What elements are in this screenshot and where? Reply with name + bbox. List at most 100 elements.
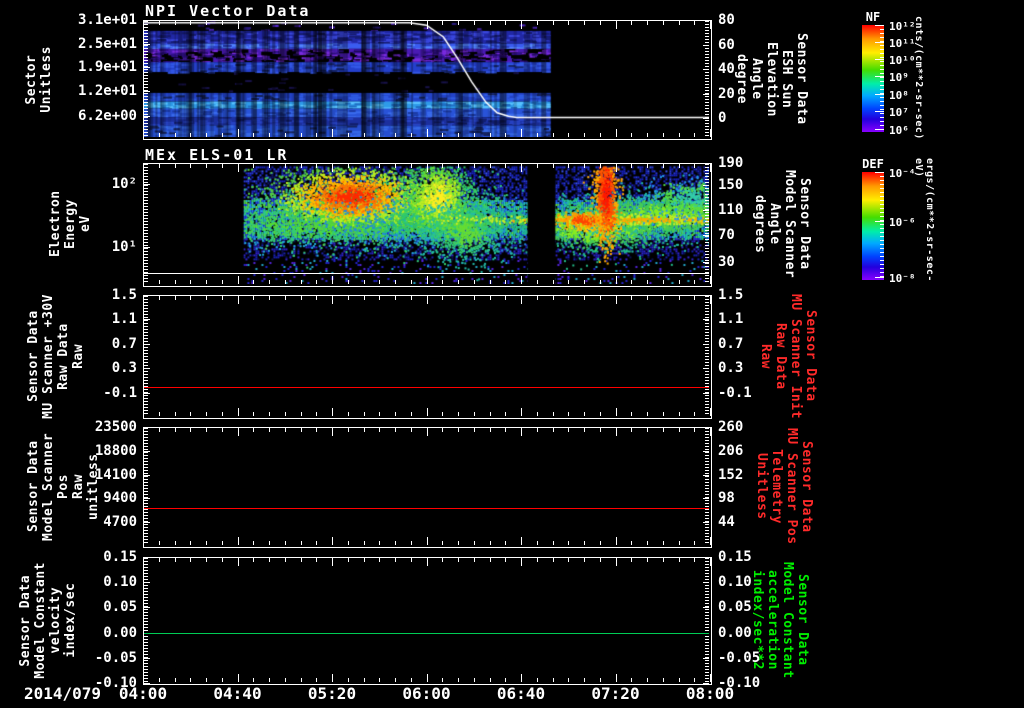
x-tick <box>426 296 428 304</box>
x-tick <box>568 280 570 284</box>
x-tick <box>332 21 333 29</box>
tick-label: 1.1 <box>111 311 137 328</box>
tick-label: 0.3 <box>718 360 744 377</box>
x-tick <box>237 296 239 304</box>
x-tick <box>332 276 333 284</box>
x-tick <box>489 428 491 432</box>
axis-label-text: Sensor Data Model Scanner Angle degrees <box>752 169 812 279</box>
tick-label: 14100 <box>94 466 137 483</box>
x-tick <box>584 412 585 416</box>
x-tick <box>568 541 570 545</box>
x-tick <box>300 678 302 682</box>
x-tick <box>363 296 365 300</box>
colorbar <box>862 172 884 280</box>
x-tick-label: 08:00 <box>685 684 735 703</box>
colorbar-tick <box>875 93 884 95</box>
colorbar-nf-units: cnts/(cm**2-sr-sec) <box>913 12 924 144</box>
y-tick <box>703 185 709 186</box>
x-tick <box>379 21 381 25</box>
x-tick <box>710 276 711 284</box>
x-tick <box>505 296 507 300</box>
x-tick <box>442 678 444 682</box>
x-tick <box>253 164 255 168</box>
x-tick <box>489 558 491 562</box>
y-tick <box>144 20 150 21</box>
panel3-right-axis-label: Sensor Data MU Scanner Init Raw Data Raw <box>758 289 818 423</box>
y-tick <box>144 43 150 45</box>
x-tick <box>536 296 538 300</box>
x-tick <box>536 558 538 562</box>
tick-label: 0.00 <box>718 624 752 641</box>
x-tick <box>458 133 459 137</box>
x-tick <box>521 674 522 682</box>
x-tick <box>190 164 192 168</box>
x-tick <box>190 541 192 545</box>
x-tick <box>584 428 585 432</box>
x-tick <box>347 280 349 284</box>
y-tick <box>703 368 709 370</box>
x-tick <box>521 428 522 436</box>
x-tick <box>599 296 601 300</box>
tick-label: 2.5e+01 <box>77 35 137 52</box>
x-tick-label: 05:20 <box>307 684 357 703</box>
x-tick <box>300 21 302 25</box>
x-tick-label: 07:20 <box>591 684 640 703</box>
x-tick <box>473 428 475 432</box>
colorbar-minor-ticks <box>880 25 884 132</box>
colorbar-def-units: ergs/(cm**2-sr-sec-eV) <box>913 158 935 296</box>
y-tick <box>703 450 709 452</box>
x-tick <box>347 412 349 416</box>
x-tick <box>552 280 554 284</box>
x-tick <box>174 412 176 416</box>
panel5-right-axis-label: Sensor Data Model Constant acceleration … <box>750 551 810 689</box>
axis-label-text: Sensor Data ESH Sun Elevation Angle degr… <box>734 33 809 125</box>
x-tick <box>489 678 491 682</box>
x-tick <box>584 558 585 562</box>
panel-frame <box>143 20 712 140</box>
x-tick <box>536 428 538 432</box>
x-tick <box>300 541 302 545</box>
x-tick <box>284 412 286 416</box>
x-tick <box>521 296 522 304</box>
y-tick <box>144 498 150 500</box>
x-tick <box>552 428 554 432</box>
data-line <box>144 632 709 634</box>
x-tick <box>300 428 302 432</box>
tick-label: 0.15 <box>718 549 752 565</box>
x-tick <box>473 164 475 168</box>
x-tick <box>395 164 396 168</box>
colorbar-tick-label: 10⁸ <box>889 88 909 102</box>
x-tick <box>678 280 680 284</box>
y-tick <box>703 210 709 211</box>
x-tick <box>174 296 176 300</box>
x-tick <box>143 276 144 284</box>
panel-frame <box>143 295 712 419</box>
x-tick <box>473 558 475 562</box>
x-tick <box>395 541 396 545</box>
tick-label: 30 <box>718 253 735 270</box>
tick-label: 1.9e+01 <box>77 59 137 76</box>
x-tick <box>458 678 459 682</box>
x-tick <box>505 21 507 25</box>
x-tick <box>710 674 711 682</box>
x-tick <box>316 133 318 137</box>
x-tick <box>190 296 192 300</box>
x-tick <box>489 541 491 545</box>
x-tick <box>395 280 396 284</box>
x-tick <box>300 412 302 416</box>
x-tick <box>536 133 538 137</box>
y-tick <box>703 295 709 296</box>
x-tick <box>410 296 412 300</box>
x-tick <box>395 412 396 416</box>
x-tick <box>253 558 255 562</box>
x-tick <box>269 133 270 137</box>
x-tick <box>694 428 696 432</box>
x-tick <box>536 412 538 416</box>
x-tick <box>631 428 633 432</box>
y-tick <box>144 683 150 684</box>
y-tick <box>144 557 150 558</box>
els-spectrogram-canvas <box>144 164 709 284</box>
colorbar-tick <box>875 25 884 26</box>
x-tick <box>694 678 696 682</box>
y-tick <box>703 44 709 46</box>
